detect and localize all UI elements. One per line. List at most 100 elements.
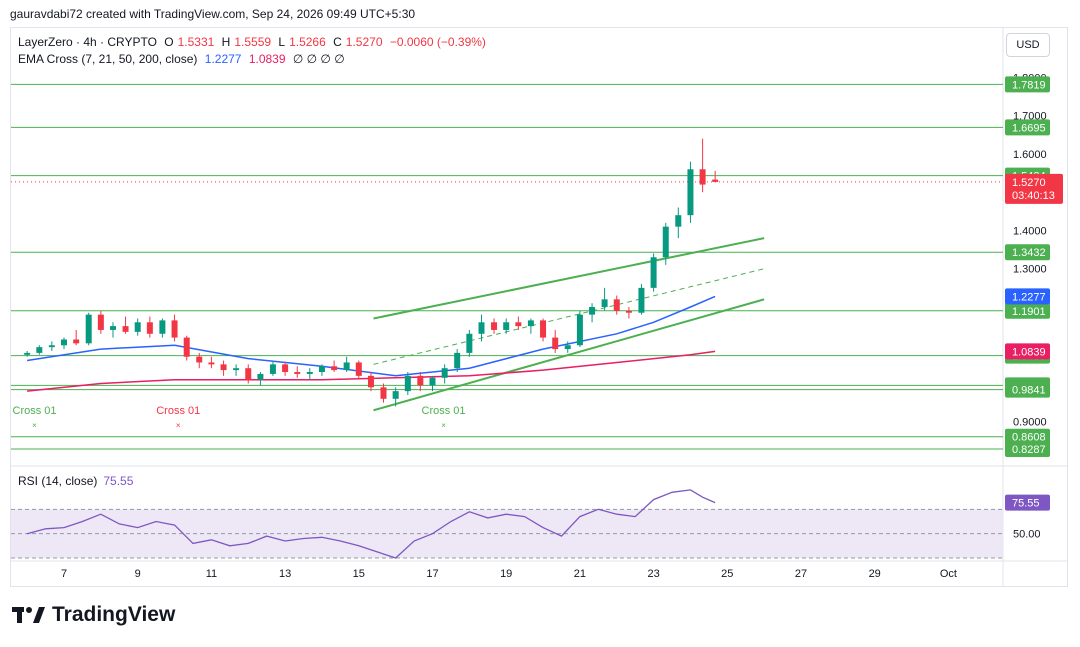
candle-body: [61, 339, 67, 346]
candle-body: [367, 375, 374, 388]
high-label: H: [221, 35, 231, 49]
cross-marker-icon: ×: [441, 421, 446, 430]
ema-fast-tag: [1005, 288, 1050, 305]
time-tick-label: 23: [647, 568, 659, 580]
cross-marker-label: Cross 01: [13, 405, 57, 417]
ema-slow-line: [27, 350, 716, 392]
cross-marker-icon: ×: [32, 421, 37, 430]
level-tag: [1005, 381, 1050, 398]
price-tick-label: 1.6000: [1013, 149, 1047, 161]
creator-line: gauravdabi72 created with TradingView.co…: [10, 7, 416, 21]
cross-marker-icon: ×: [176, 421, 181, 430]
candle-body: [589, 306, 596, 315]
time-tick-label: 21: [574, 568, 586, 580]
candle-body: [24, 352, 31, 355]
brand-logo[interactable]: TradingView: [12, 603, 175, 627]
rsi-value-tag: [1005, 494, 1050, 511]
chart-frame[interactable]: [10, 27, 1068, 587]
price-tick-label: 1.3000: [1013, 264, 1047, 276]
level-tag-label: 0.8287: [1012, 444, 1046, 456]
candle-body: [73, 339, 80, 344]
ema-slow-value: 1.0839: [248, 52, 286, 66]
rsi-line: [26, 489, 716, 559]
candle-body: [282, 364, 289, 373]
level-tag-label: 1.3432: [1012, 247, 1046, 259]
time-tick-label: 9: [135, 568, 141, 580]
ema-slow-tag: [1005, 343, 1050, 360]
level-tag-label: 1.6695: [1012, 122, 1046, 134]
candle-body: [662, 226, 669, 258]
close-label: C: [333, 35, 342, 49]
candle-body: [491, 322, 498, 330]
rsi-mid-tick-label: 50.00: [1013, 529, 1041, 541]
time-tick-label: 17: [426, 568, 438, 580]
level-tag: [1005, 119, 1050, 136]
candle-body: [515, 322, 522, 327]
rsi-legend: RSI (14, close) 75.55: [18, 474, 133, 488]
time-tick-label: Oct: [940, 568, 957, 580]
candle-body: [712, 179, 719, 182]
level-tag: [1005, 428, 1050, 445]
tradingview-logo-icon: [12, 607, 45, 623]
countdown-label: 03:40:13: [1012, 190, 1055, 202]
candle-body: [196, 356, 203, 363]
candle-body: [294, 372, 301, 374]
time-tick-label: 15: [353, 568, 365, 580]
open-label: O: [164, 35, 174, 49]
price-tick-label: 0.9000: [1013, 417, 1047, 429]
low-label: L: [278, 35, 286, 49]
candle-body: [331, 366, 338, 371]
level-tag: [1005, 441, 1050, 458]
candle-body: [318, 366, 325, 373]
last-price-tag: [1005, 173, 1063, 204]
symbol-legend: LayerZero · 4h · CRYPTO O 1.5331 H 1.5559 …: [18, 35, 490, 49]
candle-body: [417, 375, 424, 386]
last-price-label: 1.5270: [1012, 177, 1046, 189]
price-tick-label: 1.4000: [1013, 225, 1047, 237]
candle-body: [97, 314, 104, 330]
level-tag-label: 0.9841: [1012, 385, 1046, 397]
candle-body: [478, 322, 485, 334]
time-tick-label: 13: [279, 568, 291, 580]
symbol-name: LayerZero · 4h · CRYPTO: [18, 35, 157, 49]
level-tag-label: 1.7819: [1012, 79, 1046, 91]
candle-body: [466, 333, 473, 353]
change-value: −0.0060 (−0.39%): [389, 35, 486, 49]
candle-body: [564, 345, 571, 350]
candle-body: [392, 391, 399, 399]
brand-name: TradingView: [52, 603, 176, 626]
candle-body: [233, 368, 240, 371]
low-value: 1.5266: [289, 35, 326, 49]
candle-body: [134, 322, 141, 332]
rsi-value-tag-label: 75.55: [1012, 498, 1040, 510]
candle-body: [613, 299, 620, 311]
candle-body: [122, 326, 129, 332]
candle-body: [245, 368, 252, 380]
candle-body: [208, 362, 215, 365]
cross-marker-label: Cross 01: [422, 405, 466, 417]
candle-body: [625, 310, 632, 313]
ema-empty-values: ∅ ∅ ∅ ∅: [292, 52, 345, 66]
ema-slow-tag-label: 1.0839: [1012, 346, 1046, 358]
candle-body: [343, 362, 350, 371]
channel-lower-line: [373, 298, 765, 412]
level-tag: [1005, 76, 1050, 93]
level-tag: [1005, 244, 1050, 261]
candle-body: [687, 169, 694, 216]
level-tag-label: 0.8608: [1012, 432, 1046, 444]
candle-body: [540, 320, 547, 338]
candle-body: [429, 377, 436, 386]
candle-body: [638, 287, 645, 313]
currency-button[interactable]: USD: [1006, 33, 1050, 57]
ema-legend: EMA Cross (7, 21, 50, 200, close) 1.2277…: [18, 52, 349, 66]
candle-body: [85, 314, 92, 344]
candle-body: [355, 362, 362, 376]
candle-body: [171, 320, 178, 338]
candle-body: [527, 320, 534, 327]
candle-body: [306, 372, 313, 374]
channel-upper-line: [373, 237, 765, 320]
candle-body: [601, 299, 608, 307]
candle-body: [503, 322, 510, 330]
open-value: 1.5331: [177, 35, 215, 49]
